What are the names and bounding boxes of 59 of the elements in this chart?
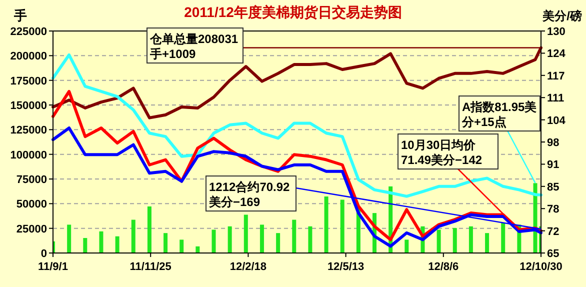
annotation: A指数81.95美分+15点	[461, 100, 537, 129]
y2-tick-label: 98	[547, 137, 560, 149]
y-tick-label: 25000	[16, 223, 47, 236]
bar	[212, 230, 216, 253]
bar	[180, 240, 184, 253]
y2-tick-label: 78	[547, 204, 560, 216]
y-tick-label: 50000	[16, 198, 47, 211]
x-tick-label: 12/2/18	[230, 261, 267, 273]
y-tick-label: 0	[40, 248, 47, 260]
bar	[501, 223, 506, 253]
x-tick-label: 12/5/13	[327, 261, 364, 273]
y2-tick-label: 104	[547, 114, 566, 127]
bar	[260, 224, 264, 253]
y2-tick-label: 111	[547, 92, 564, 105]
bar	[164, 233, 168, 253]
bar	[67, 224, 72, 253]
y2-tick-label: 85	[547, 181, 560, 194]
bar	[468, 226, 473, 253]
x-tick-label: 11/9/1	[38, 261, 68, 273]
x-tick-label: 11/11/25	[130, 261, 172, 273]
chart-title: 2011/12年度美棉期货日交易走势图	[184, 4, 402, 20]
bar	[276, 233, 280, 253]
bar	[115, 236, 120, 253]
annotation: 1212合约70.92美分−169	[208, 180, 290, 209]
line-series	[52, 126, 542, 248]
y-tick-label: 200000	[10, 50, 47, 63]
bar	[83, 238, 88, 253]
bar	[244, 214, 248, 253]
y-tick-label: 125000	[10, 124, 47, 137]
x-tick-label: 12/8/6	[428, 261, 459, 273]
annotation: 10月30日均价71.49美分−142	[401, 138, 482, 167]
y2-axis-title: 美分/磅	[542, 9, 582, 23]
y2-tick-label: 72	[547, 226, 560, 238]
y-tick-label: 75000	[16, 174, 47, 186]
bar	[436, 230, 441, 253]
bar	[228, 226, 232, 253]
y-tick-label: 225000	[10, 26, 47, 38]
y2-tick-label: 65	[547, 248, 560, 260]
bar	[340, 200, 344, 253]
x-tick-label: 12/10/30	[520, 261, 562, 273]
y2-tick-label: 124	[547, 48, 566, 60]
y-tick-label: 150000	[10, 100, 47, 112]
bar	[131, 220, 136, 253]
bar	[308, 226, 312, 253]
bar	[99, 231, 104, 253]
y2-tick-label: 117	[547, 70, 565, 82]
annotation: 仓单总量208031手+1009	[149, 32, 238, 61]
bar	[485, 233, 490, 253]
y2-tick-label: 91	[547, 159, 560, 172]
bar	[196, 246, 200, 253]
bar	[452, 228, 457, 253]
y2-tick-label: 130	[547, 26, 566, 38]
y-axis-title: 手	[13, 8, 27, 23]
bar	[292, 220, 296, 253]
bar	[147, 206, 152, 253]
y-tick-label: 100000	[10, 149, 47, 162]
bar	[324, 196, 328, 253]
bar	[404, 240, 409, 253]
y-tick-label: 175000	[10, 75, 47, 88]
